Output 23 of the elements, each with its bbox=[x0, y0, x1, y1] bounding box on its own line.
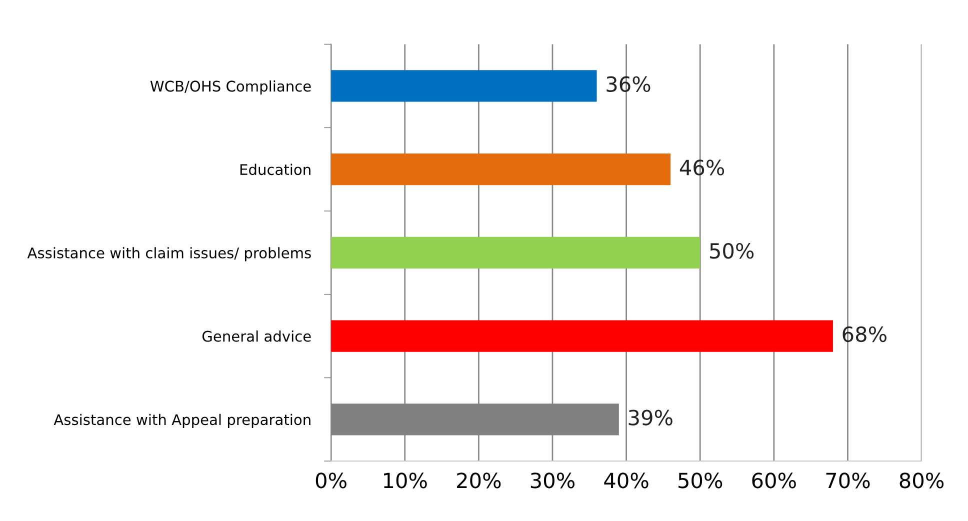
x-tick-label: 70% bbox=[826, 472, 870, 488]
y-tick-label: General advice bbox=[202, 330, 311, 342]
x-tick-label: 80% bbox=[900, 472, 944, 488]
data-label: 50% bbox=[710, 242, 754, 259]
data-label: 36% bbox=[606, 76, 650, 92]
data-label: 39% bbox=[628, 410, 672, 426]
bar bbox=[331, 70, 597, 102]
y-tick-label: WCB/OHS Compliance bbox=[150, 80, 311, 95]
x-tick-label: 30% bbox=[530, 472, 574, 488]
x-tick-label: 20% bbox=[457, 472, 501, 488]
x-tick-label: 0% bbox=[316, 472, 346, 488]
y-tick-label: Assistance with claim issues/ problems bbox=[27, 247, 311, 262]
data-label: 68% bbox=[842, 326, 886, 342]
y-tick-label: Education bbox=[240, 164, 310, 176]
y-tick-label: Assistance with Appeal preparation bbox=[54, 414, 310, 428]
x-tick-label: 10% bbox=[384, 472, 427, 488]
bar bbox=[331, 153, 671, 186]
bar bbox=[331, 236, 700, 269]
x-tick-label: 40% bbox=[604, 472, 648, 488]
x-tick-label: 50% bbox=[678, 472, 722, 488]
bar bbox=[331, 320, 833, 352]
x-tick-label: 60% bbox=[752, 472, 796, 488]
data-label: 46% bbox=[680, 160, 724, 176]
